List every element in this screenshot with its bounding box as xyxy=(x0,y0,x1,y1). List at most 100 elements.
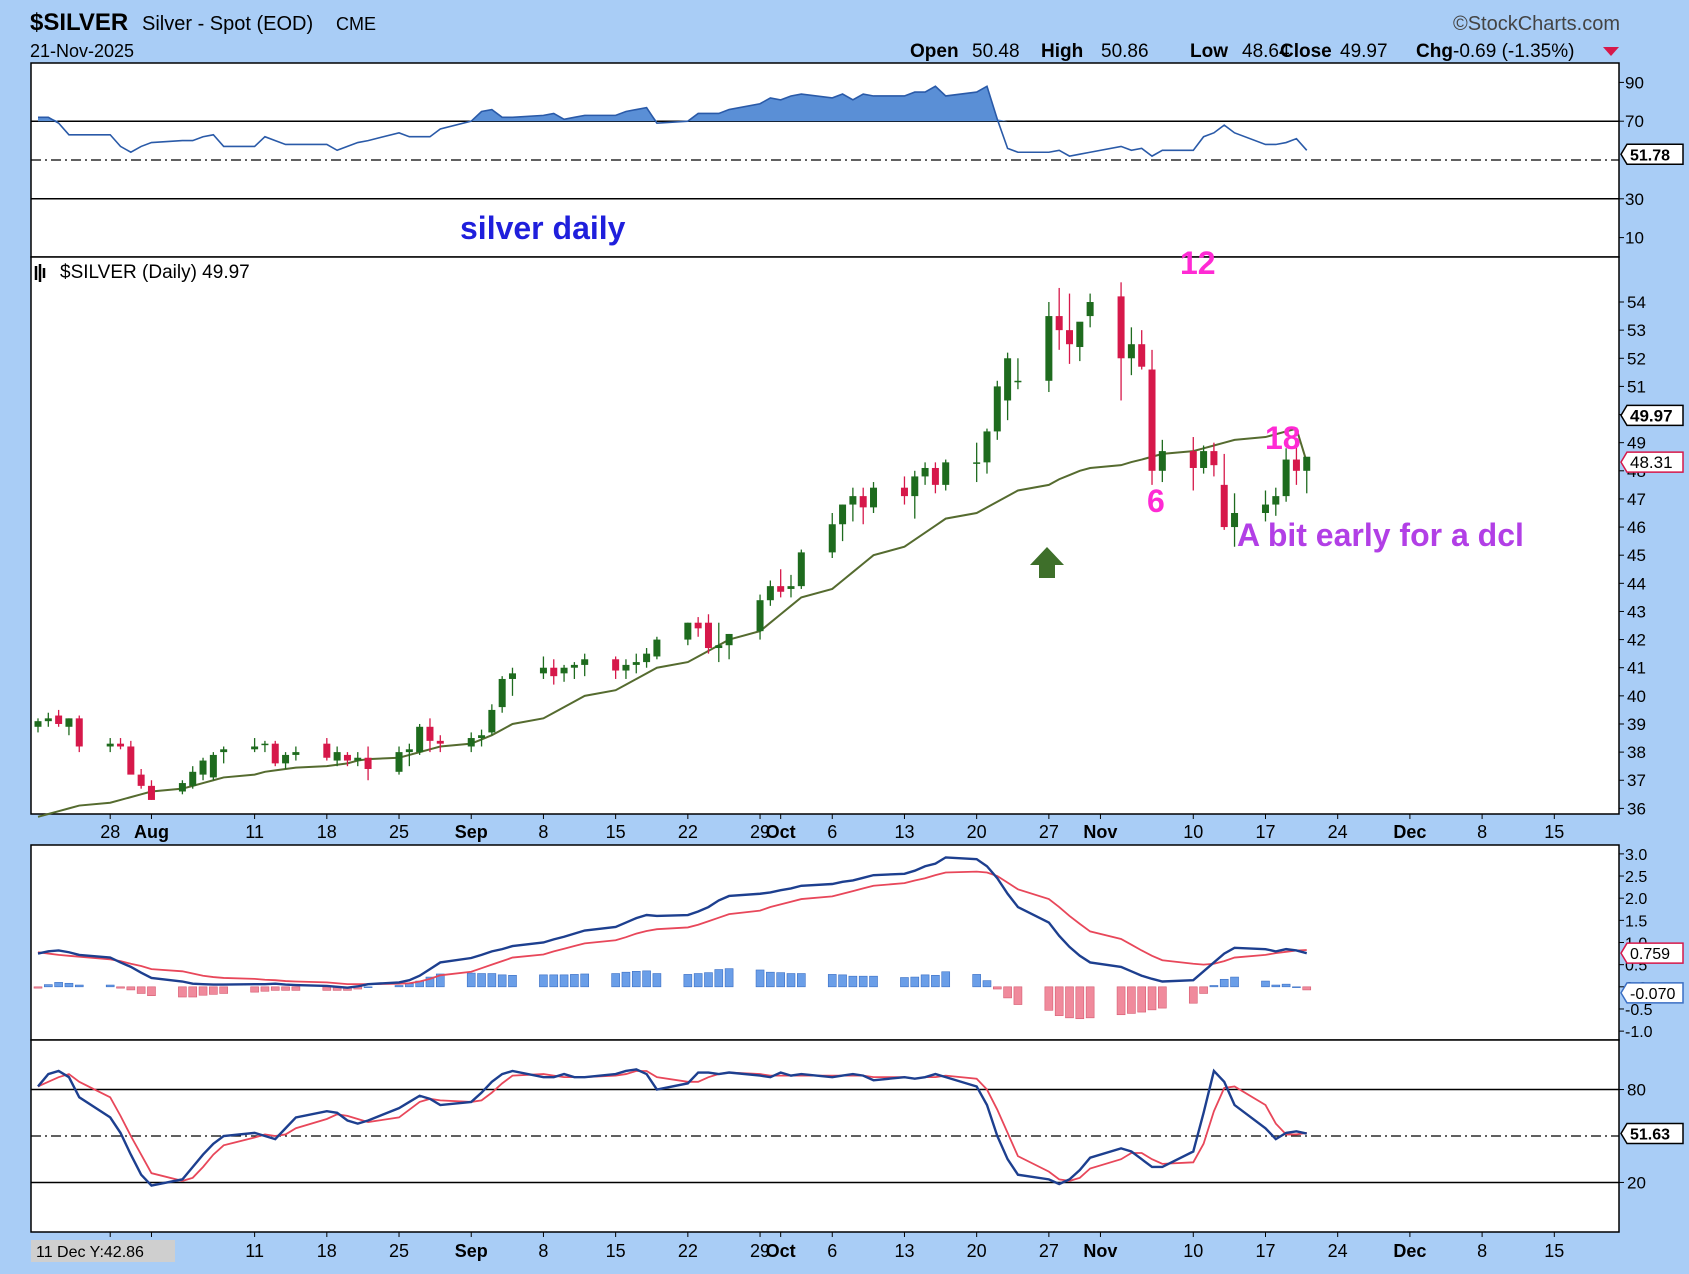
candle-up xyxy=(1282,459,1290,497)
candle-up xyxy=(282,754,290,764)
price-tick-label: 40 xyxy=(1627,687,1646,706)
date-tick-label: 22 xyxy=(678,822,698,842)
date-tick-label: 20 xyxy=(967,1241,987,1261)
macd-hist-bar-positive xyxy=(900,977,909,988)
macd-hist-bar-positive xyxy=(570,974,579,988)
price-tick-label: 44 xyxy=(1627,574,1646,593)
candle-up xyxy=(570,664,578,668)
candle-up xyxy=(870,487,878,508)
price-tick-label: 49 xyxy=(1627,434,1646,453)
candle-down xyxy=(1148,369,1156,471)
macd-hist-bar-positive xyxy=(652,973,662,988)
macd-hist-bar-positive xyxy=(776,972,785,988)
candle-up xyxy=(684,622,692,640)
macd-hist-bar-positive xyxy=(786,973,796,988)
date-tick-label: 20 xyxy=(967,822,987,842)
price-panel-title: $SILVER (Daily) 49.97 xyxy=(60,262,250,283)
candle-down xyxy=(550,667,558,677)
date-tick-label: 15 xyxy=(1544,1241,1564,1261)
macd-hist-bar-positive xyxy=(487,973,497,988)
ohlc-label-open: Open xyxy=(910,41,959,62)
price-panel-frame xyxy=(30,256,1620,815)
stoch-last-value-box xyxy=(1620,1122,1684,1145)
price-tick-label: 41 xyxy=(1627,659,1646,678)
date-tick-label: 17 xyxy=(1255,822,1275,842)
candle-down xyxy=(127,746,135,775)
macd-hist-bar-positive xyxy=(714,969,724,988)
rsi-tick-label: 90 xyxy=(1625,73,1644,92)
macd-hist-bar-positive xyxy=(44,984,53,988)
candle-up xyxy=(787,586,795,589)
date-tick-label: 10 xyxy=(1183,822,1203,842)
cursor-readout-box xyxy=(31,1240,175,1262)
macd-hist-bar-positive xyxy=(1230,976,1239,988)
macd-hist-bar-positive xyxy=(1219,978,1229,988)
macd-hist-bar-positive xyxy=(1292,986,1301,988)
ohlc-value-close: 49.97 xyxy=(1340,41,1388,62)
macd-hist-bar-positive xyxy=(1261,980,1270,988)
macd-hist-bar-negative xyxy=(1147,986,1157,1011)
price-tick-label: 51 xyxy=(1627,377,1646,396)
macd-hist-bar-positive xyxy=(508,974,517,988)
candle-up xyxy=(1127,344,1135,359)
macd-hist-bar-positive xyxy=(54,982,63,988)
candle-up xyxy=(354,757,362,761)
date-tick-label: Nov xyxy=(1083,1241,1117,1261)
macd-hist-bar-positive xyxy=(838,974,847,988)
candle-up xyxy=(560,667,568,674)
macd-hist-bar-positive xyxy=(611,973,620,988)
price-tick-label: 39 xyxy=(1627,715,1646,734)
macd-hist-bar-positive xyxy=(497,974,507,988)
candle-down xyxy=(931,467,939,485)
date-tick-label: 29 xyxy=(750,1241,770,1261)
candle-up xyxy=(653,639,661,657)
macd-hist-bar-positive xyxy=(549,974,559,988)
candle-down xyxy=(75,718,83,747)
macd-hist-bar-negative xyxy=(126,986,136,991)
macd-hist-bar-positive xyxy=(466,972,476,988)
ma-value-label: 48.31 xyxy=(1630,453,1673,472)
macd-hist-bar-positive xyxy=(539,974,548,988)
macd-hist-bar-positive xyxy=(972,974,981,988)
candle-up xyxy=(1014,380,1022,383)
candle-up xyxy=(1004,358,1012,401)
date-tick-label: 22 xyxy=(678,1241,698,1261)
macd-hist-bar-negative xyxy=(250,986,259,993)
candle-up xyxy=(65,718,73,727)
macd-hist-bar-positive xyxy=(920,974,930,988)
price-tick-label: 54 xyxy=(1627,293,1646,312)
date-tick-label: 6 xyxy=(827,822,837,842)
candle-up xyxy=(1200,451,1208,468)
candle-down xyxy=(137,774,145,786)
date-tick-label: Sep xyxy=(455,1241,488,1261)
macd-hist-bar-positive xyxy=(559,974,569,988)
candle-up xyxy=(416,726,424,753)
macd-hist-bar-positive xyxy=(631,971,641,988)
candle-up xyxy=(333,752,341,761)
price-tick-label: 46 xyxy=(1627,518,1646,537)
candle-up xyxy=(478,735,486,739)
last-price-label: 49.97 xyxy=(1630,406,1673,425)
candle-up xyxy=(766,586,774,601)
date-tick-label: 6 xyxy=(827,1241,837,1261)
candle-style-icon xyxy=(34,264,46,282)
date-tick-label: 10 xyxy=(1183,1241,1203,1261)
candle-up xyxy=(220,749,228,753)
macd-hist-bar-positive xyxy=(363,986,373,988)
candle-up xyxy=(828,524,836,553)
macd-hist-bar-positive xyxy=(64,982,74,988)
candle-up xyxy=(797,552,805,587)
macd-hist-bar-positive xyxy=(797,973,806,988)
candle-down xyxy=(147,785,155,800)
candle-down xyxy=(1138,344,1146,367)
candle-up xyxy=(539,667,547,674)
stoch-tick-label: 80 xyxy=(1627,1081,1646,1100)
ohlc-value-open: 50.48 xyxy=(972,41,1020,62)
date-tick-label: 11 xyxy=(245,1241,264,1261)
macd-hist-bar-positive xyxy=(941,971,951,988)
date-tick-label: 28 xyxy=(100,822,120,842)
rsi-line xyxy=(38,85,1308,158)
candle-up xyxy=(942,462,950,485)
candle-down xyxy=(612,659,620,671)
